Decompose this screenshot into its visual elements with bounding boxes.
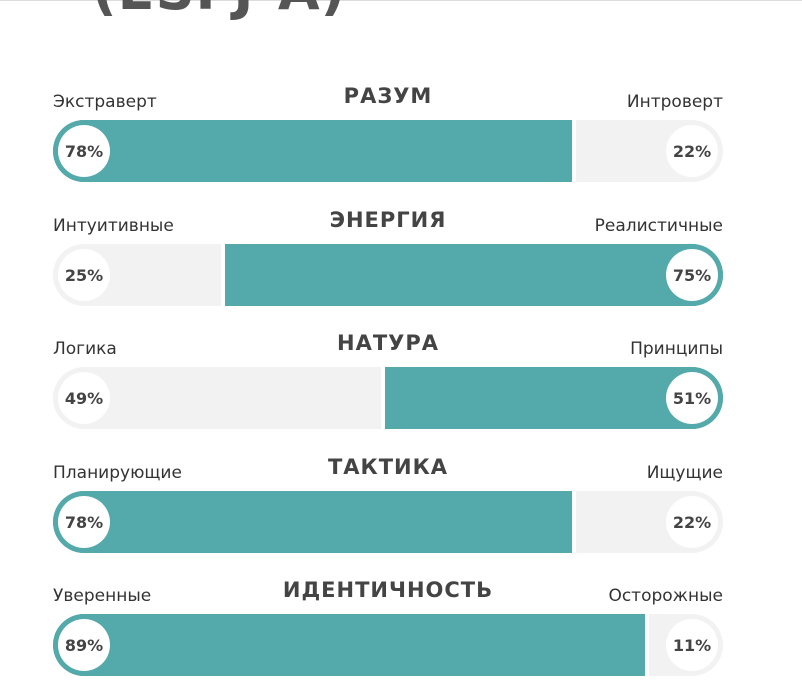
trait-bar-fill: [53, 120, 576, 182]
left-percentage: 25%: [58, 249, 110, 301]
trait-title: ИДЕНТИЧНОСТЬ: [282, 578, 494, 602]
right-percentage: 22%: [666, 496, 718, 548]
trait-left-label: Интуитивные: [53, 216, 174, 236]
right-percentage: 22%: [666, 125, 718, 177]
trait-left-label: Уверенные: [53, 586, 152, 606]
trait-energy: Интуитивные ЭНЕРГИЯ Реалистичные 25% 75%: [53, 208, 723, 320]
trait-right-label: Интроверт: [626, 92, 723, 112]
left-percentage: 78%: [58, 125, 110, 177]
left-percentage: 78%: [58, 496, 110, 548]
trait-tactics: Планирующие ТАКТИКА Ищущие 78% 22%: [53, 455, 723, 567]
trait-title: ЭНЕРГИЯ: [329, 208, 447, 232]
trait-identity: Уверенные ИДЕНТИЧНОСТЬ Осторожные 89% 11…: [53, 578, 723, 690]
top-divider: [0, 0, 802, 1]
trait-bar-fill: [220, 244, 723, 306]
trait-right-label: Принципы: [630, 339, 723, 359]
trait-left-label: Планирующие: [53, 463, 182, 483]
trait-title: НАТУРА: [337, 331, 439, 355]
trait-title: РАЗУМ: [343, 84, 433, 108]
trait-bar: [53, 367, 723, 429]
left-percentage: 89%: [58, 619, 110, 671]
trait-right-label: Реалистичные: [594, 216, 723, 236]
trait-bar-fill: [53, 491, 576, 553]
trait-title: ТАКТИКА: [327, 455, 449, 479]
left-percentage: 49%: [58, 372, 110, 424]
trait-bar: [53, 614, 723, 676]
personality-type-heading: (ESFJ-A): [92, 0, 346, 18]
trait-left-label: Экстраверт: [53, 92, 157, 112]
trait-bar: [53, 120, 723, 182]
right-percentage: 11%: [666, 619, 718, 671]
trait-right-label: Осторожные: [608, 586, 723, 606]
trait-left-label: Логика: [53, 339, 117, 359]
trait-nature: Логика НАТУРА Принципы 49% 51%: [53, 331, 723, 443]
trait-mind: Экстраверт РАЗУМ Интроверт 78% 22%: [53, 84, 723, 196]
right-percentage: 51%: [666, 372, 718, 424]
right-percentage: 75%: [666, 249, 718, 301]
trait-bar-fill: [53, 614, 650, 676]
trait-bar: [53, 244, 723, 306]
trait-right-label: Ищущие: [646, 463, 723, 483]
trait-bar: [53, 491, 723, 553]
